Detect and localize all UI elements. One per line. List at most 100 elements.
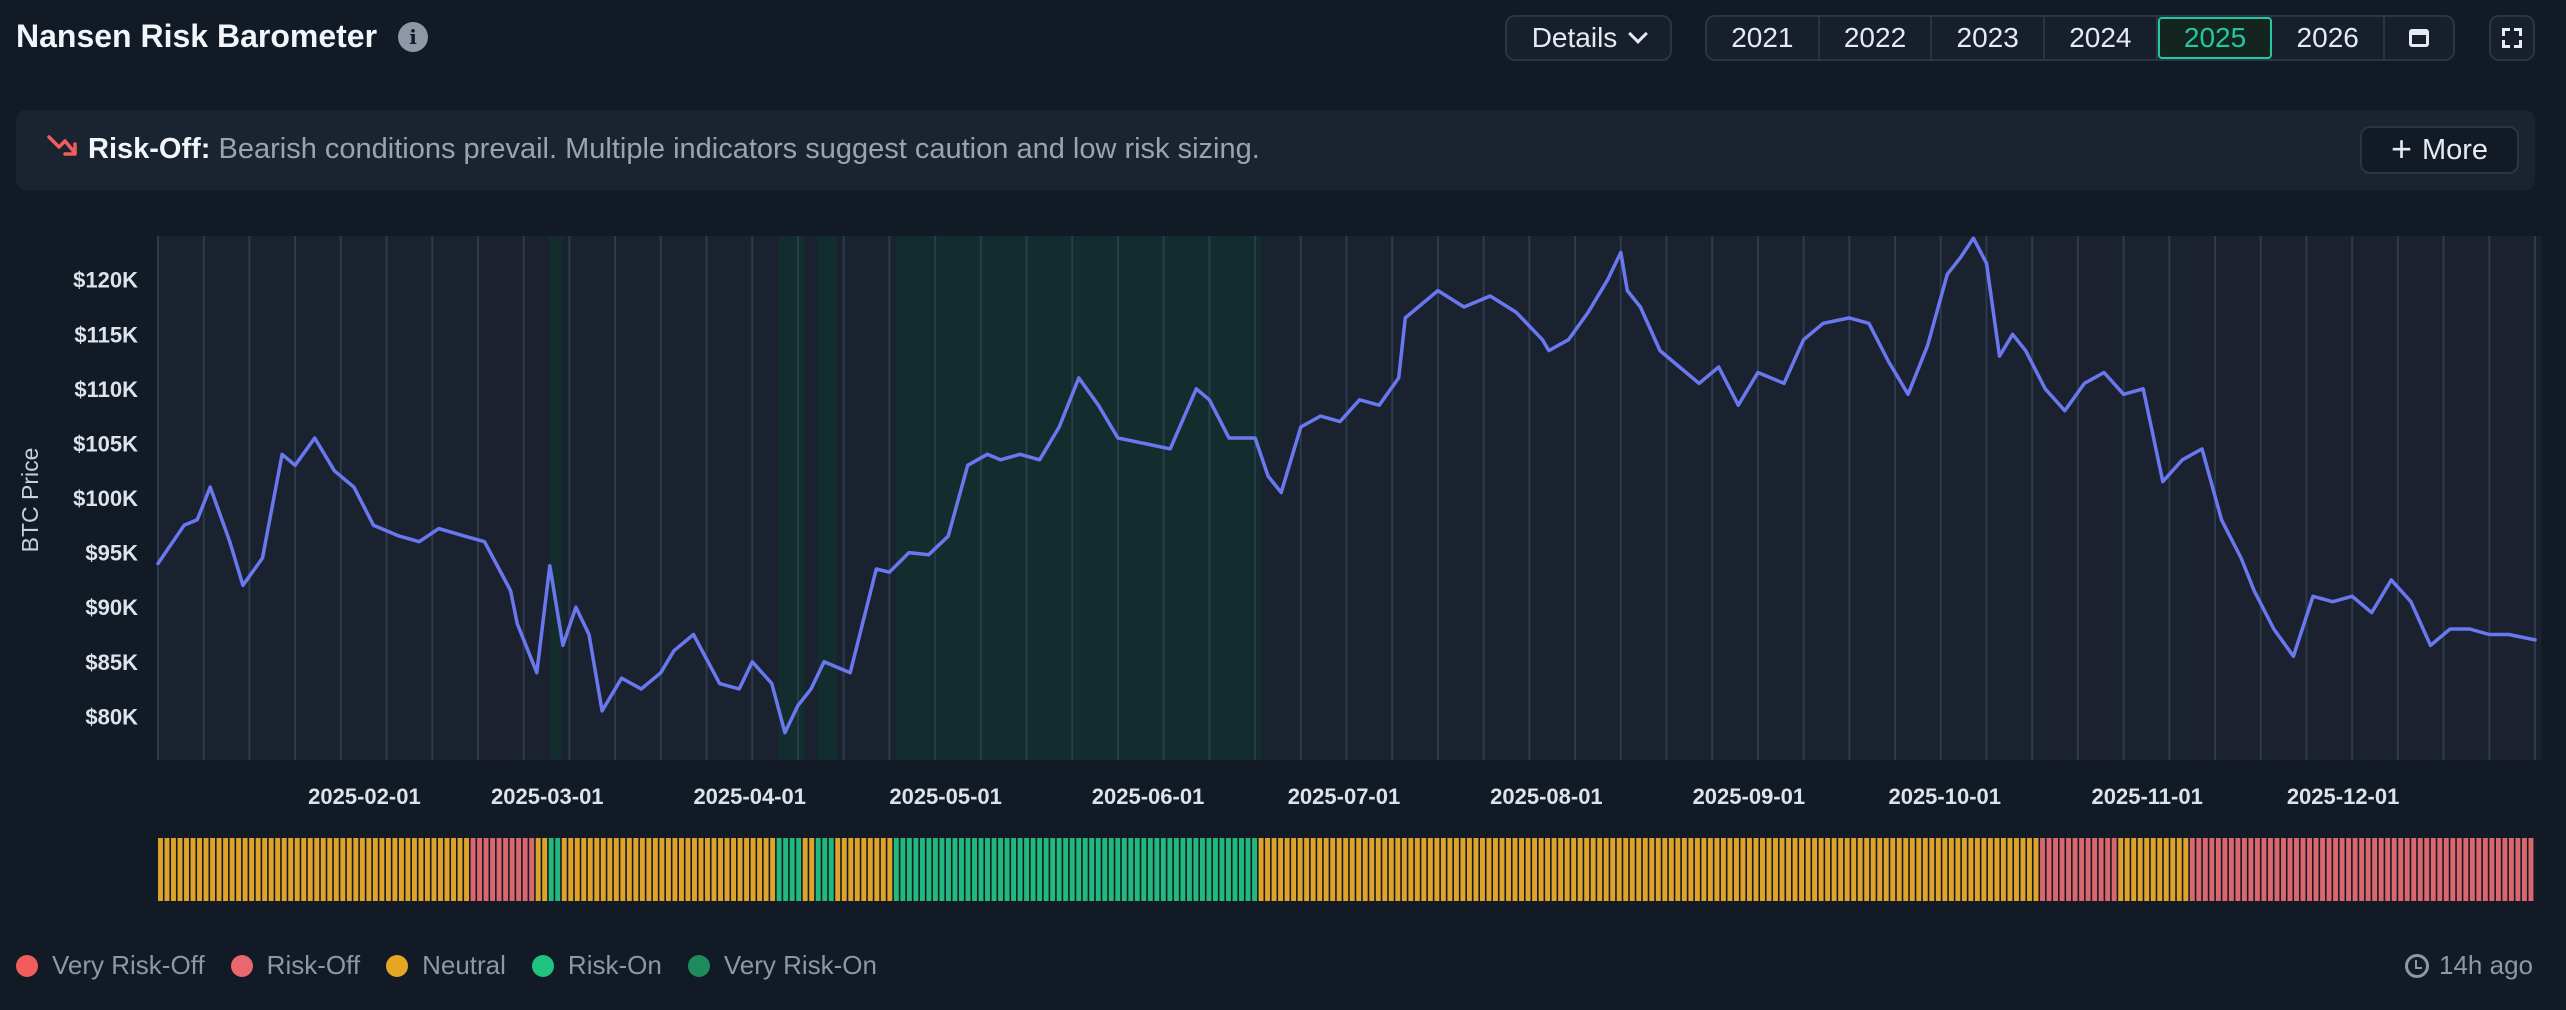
- legend-neutral[interactable]: Neutral: [386, 950, 506, 981]
- risk-day-risk-off: [2469, 838, 2475, 901]
- risk-day-neutral: [1590, 838, 1596, 901]
- risk-day-neutral: [1994, 838, 2000, 901]
- info-icon[interactable]: i: [398, 22, 428, 52]
- price-point: [1208, 398, 1211, 401]
- risk-day-neutral: [1291, 838, 1297, 901]
- year-button-2025[interactable]: 2025: [2157, 17, 2273, 59]
- legend-very-risk-on[interactable]: Very Risk-On: [687, 950, 877, 981]
- x-tick-label: 2025-10-01: [1888, 784, 2001, 809]
- risk-day-neutral: [1766, 838, 1772, 901]
- year-button-2026[interactable]: 2026: [2272, 17, 2386, 59]
- risk-day-risk-on: [1160, 838, 1166, 901]
- year-button-2023[interactable]: 2023: [1932, 17, 2046, 59]
- risk-day-risk-on: [1186, 838, 1192, 901]
- risk-tint-band: [895, 236, 1262, 760]
- price-point: [1227, 436, 1231, 440]
- risk-day-risk-on: [1147, 838, 1153, 901]
- risk-day-risk-off: [509, 838, 515, 901]
- risk-day-neutral: [1408, 838, 1414, 901]
- price-point: [888, 571, 891, 574]
- legend-risk-on[interactable]: Risk-On: [531, 950, 662, 981]
- risk-day-neutral: [744, 838, 750, 901]
- price-point: [946, 535, 950, 538]
- year-button-2022[interactable]: 2022: [1820, 17, 1933, 59]
- fullscreen-button[interactable]: [2489, 15, 2535, 61]
- x-tick-label: 2025-02-01: [308, 784, 421, 809]
- risk-day-neutral: [1440, 838, 1446, 901]
- risk-day-neutral: [307, 838, 313, 901]
- price-point: [2141, 387, 2145, 391]
- risk-day-risk-on: [998, 838, 1004, 901]
- risk-day-neutral: [1805, 838, 1811, 901]
- price-point: [437, 527, 440, 530]
- risk-day-neutral: [1330, 838, 1336, 901]
- risk-day-neutral: [854, 838, 860, 901]
- risk-day-neutral: [255, 838, 261, 901]
- legend-very-risk-off[interactable]: Very Risk-Off: [16, 950, 205, 981]
- risk-day-neutral: [281, 838, 287, 901]
- price-point: [574, 605, 578, 609]
- risk-day-neutral: [835, 838, 841, 901]
- risk-day-neutral: [2014, 838, 2019, 901]
- price-point: [770, 682, 774, 685]
- expand-icon: [2514, 28, 2522, 36]
- price-point: [1038, 458, 1041, 461]
- risk-day-risk-off: [2066, 838, 2072, 901]
- risk-day-neutral: [405, 838, 411, 901]
- price-point: [209, 485, 212, 489]
- more-button[interactable]: + More: [2360, 126, 2519, 174]
- risk-day-neutral: [561, 838, 567, 901]
- risk-day-neutral: [620, 838, 626, 901]
- price-point: [1626, 289, 1629, 292]
- price-point: [1462, 305, 1466, 309]
- risk-day-risk-off: [2098, 838, 2104, 901]
- risk-day-neutral: [1558, 838, 1564, 901]
- risk-day-neutral: [1799, 838, 1805, 901]
- risk-day-neutral: [1551, 838, 1557, 901]
- price-point: [796, 704, 800, 707]
- calendar-button[interactable]: [2385, 17, 2453, 59]
- risk-day-neutral: [1955, 838, 1961, 901]
- risk-day-neutral: [1545, 838, 1551, 901]
- risk-day-neutral: [1812, 838, 1818, 901]
- last-updated: 14h ago: [2405, 950, 2533, 981]
- year-button-2021[interactable]: 2021: [1707, 17, 1820, 59]
- year-button-2024[interactable]: 2024: [2045, 17, 2158, 59]
- risk-day-neutral: [1694, 838, 1700, 901]
- risk-day-neutral: [398, 838, 404, 901]
- x-axis: 2025-02-01 2025-03-01 2025-04-01 2025-05-01…: [308, 784, 2399, 809]
- risk-day-neutral: [1447, 838, 1453, 901]
- risk-day-neutral: [2137, 838, 2143, 901]
- risk-day-neutral: [327, 838, 333, 901]
- risk-day-risk-on: [822, 838, 828, 901]
- risk-day-neutral: [294, 838, 300, 901]
- risk-day-risk-off: [2424, 838, 2430, 901]
- risk-day-neutral: [1382, 838, 1388, 901]
- risk-day-neutral: [1453, 838, 1459, 901]
- x-tick-label: 2025-05-01: [889, 784, 1002, 809]
- risk-day-neutral: [1271, 838, 1277, 901]
- risk-day-neutral: [236, 838, 242, 901]
- risk-day-neutral: [659, 838, 665, 901]
- risk-day-risk-on: [965, 838, 971, 901]
- price-point: [182, 524, 186, 527]
- risk-day-neutral: [861, 838, 867, 901]
- legend-risk-off[interactable]: Risk-Off: [230, 950, 361, 981]
- risk-day-neutral: [763, 838, 769, 901]
- risk-day-risk-off: [2437, 838, 2443, 901]
- risk-day-risk-off: [2476, 838, 2482, 901]
- price-point: [293, 464, 297, 467]
- risk-day-neutral: [444, 838, 450, 901]
- risk-day-risk-off: [2189, 838, 2195, 901]
- risk-status-bar[interactable]: [158, 838, 2534, 901]
- details-dropdown[interactable]: Details: [1505, 15, 1672, 61]
- risk-day-risk-on: [1212, 838, 1218, 901]
- risk-day-risk-off: [2417, 838, 2423, 901]
- risk-day-neutral: [1297, 838, 1303, 901]
- risk-day-risk-off: [2515, 838, 2521, 901]
- risk-day-neutral: [2176, 838, 2182, 901]
- price-point: [2239, 556, 2243, 560]
- risk-day-neutral: [718, 838, 723, 901]
- legend-label: Risk-Off: [266, 950, 361, 980]
- price-point: [1142, 442, 1146, 445]
